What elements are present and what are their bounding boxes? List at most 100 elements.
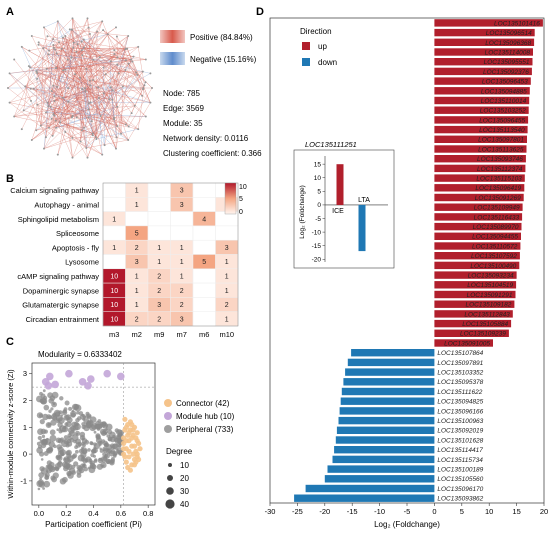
network-node: [60, 47, 63, 50]
positive-edge: [71, 29, 88, 158]
positive-edge: [56, 21, 58, 54]
up-bar: [434, 174, 525, 182]
network-node: [37, 43, 40, 46]
positive-edge: [43, 125, 118, 149]
role-legend: Connector (42) Module hub (10) Periphera…: [164, 399, 235, 434]
up-bar: [434, 290, 516, 299]
gene-label: LOC135101628: [437, 437, 483, 444]
positive-edge: [36, 71, 56, 121]
peripheral-point: [58, 440, 61, 443]
panel-c-label: C: [6, 336, 14, 348]
network-node: [113, 53, 116, 56]
network-node: [28, 49, 31, 52]
colorbar-tick-high: 10: [239, 184, 247, 191]
negative-edge: [47, 102, 66, 133]
positive-edge: [48, 54, 146, 60]
heatmap-cell-value: 2: [157, 288, 161, 295]
connector-swatch: [164, 399, 172, 407]
positive-edge: [9, 102, 53, 136]
connector-point: [134, 451, 140, 457]
heatmap-cell: [192, 225, 216, 241]
peripheral-label: Peripheral (733): [176, 425, 234, 434]
network-node: [20, 128, 23, 131]
network-node: [46, 35, 49, 38]
heatmap-column-label: m10: [219, 330, 234, 339]
network-node: [143, 84, 146, 87]
stat-clustering: Clustering coefficient: 0.366: [163, 149, 262, 158]
zi-pi-scatter: 0.0 0.2 0.4 0.6 0.8 3 2 1 0 -1 Participation coeff…: [6, 362, 156, 529]
peripheral-point: [37, 444, 42, 449]
heatmap-cell: [147, 182, 171, 198]
negative-edge: [92, 74, 138, 136]
heatmap-cell-value: 2: [157, 316, 161, 323]
network-stats: Node: 785 Edge: 3569 Module: 35 Network …: [163, 89, 262, 158]
peripheral-point: [48, 409, 52, 413]
network-node: [124, 69, 127, 71]
peripheral-point: [44, 475, 50, 480]
peripheral-point: [76, 469, 82, 475]
positive-edge: [69, 29, 122, 134]
direction-legend: Direction up down: [300, 27, 337, 67]
heatmap-cell-value: 2: [180, 302, 184, 309]
gene-label: LOC135096368: [485, 40, 531, 47]
up-bar: [434, 184, 525, 192]
network-node: [126, 47, 129, 50]
negative-edge: [51, 47, 85, 92]
down-bar: [335, 436, 435, 444]
network-node: [47, 53, 50, 56]
peripheral-point: [115, 435, 120, 440]
positive-legend-swatch: [160, 30, 185, 43]
heatmap-cell-value: 5: [135, 231, 139, 238]
negative-edge: [72, 97, 100, 117]
positive-edge: [103, 67, 135, 106]
negative-edge: [79, 77, 92, 122]
peripheral-point: [46, 437, 49, 441]
peripheral-point: [36, 441, 41, 446]
peripheral-point: [71, 454, 76, 460]
heatmap-cell-value: 2: [157, 273, 161, 280]
heatmap-cell-value: 10: [110, 273, 118, 280]
gene-label: LOC135100189: [437, 467, 483, 474]
network-node: [111, 98, 114, 101]
positive-edge: [83, 105, 135, 128]
positive-edge: [36, 72, 38, 131]
peripheral-point: [110, 457, 115, 461]
gene-label: LOC135112843: [464, 311, 510, 318]
peripheral-point: [51, 401, 57, 408]
network-node: [36, 72, 39, 74]
peripheral-point: [57, 422, 63, 428]
network-node: [144, 58, 147, 61]
network-node: [43, 26, 45, 29]
up-bar: [434, 261, 520, 270]
negative-edge: [43, 29, 72, 49]
network-node: [74, 73, 77, 76]
heatmap-cell-value: 10: [110, 316, 118, 323]
peripheral-point: [43, 480, 51, 488]
gene-label: LOC135105884: [462, 321, 508, 328]
peripheral-point: [49, 429, 56, 436]
positive-edge: [50, 106, 126, 125]
positive-edge: [65, 131, 103, 155]
gene-label: LOC135109949: [474, 205, 520, 212]
negative-edge: [36, 72, 49, 107]
gene-label: LOC135093862: [437, 496, 483, 503]
up-label: up: [318, 42, 327, 51]
positive-edge: [14, 36, 48, 117]
positive-edge: [74, 50, 82, 75]
heatmap-column-label: m3: [109, 330, 119, 339]
positive-edge: [128, 63, 151, 103]
up-bar: [434, 222, 522, 231]
heatmap-row-label: Apoptosis - fly: [52, 243, 99, 252]
up-bar: [434, 271, 517, 279]
peripheral-point: [71, 421, 78, 428]
peripheral-point: [58, 427, 62, 430]
network-node: [55, 52, 58, 55]
peripheral-point: [45, 464, 50, 469]
positive-edge: [43, 27, 56, 121]
heatmap-cell-value: 1: [180, 245, 184, 252]
network-node: [76, 43, 79, 46]
positive-edge: [65, 35, 87, 149]
positive-edge: [96, 71, 143, 140]
positive-edge: [21, 46, 91, 86]
degree-10-dot: [168, 463, 172, 467]
